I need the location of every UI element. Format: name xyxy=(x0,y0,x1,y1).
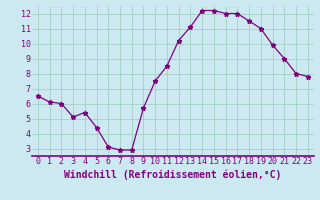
X-axis label: Windchill (Refroidissement éolien,°C): Windchill (Refroidissement éolien,°C) xyxy=(64,169,282,180)
